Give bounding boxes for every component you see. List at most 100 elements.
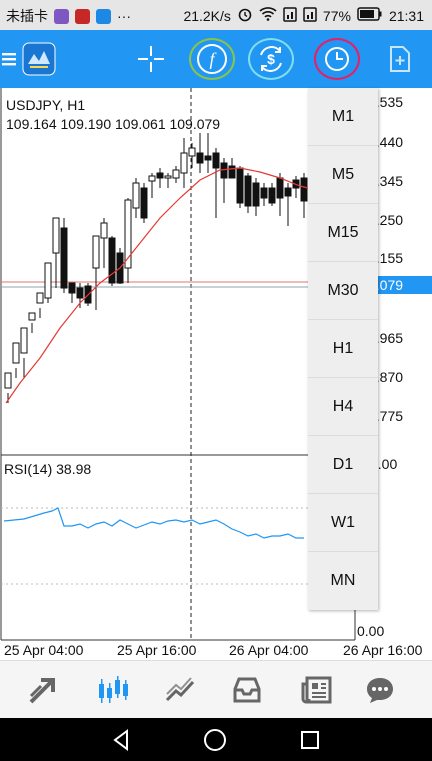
candle-body <box>100 222 108 239</box>
indicators-button[interactable]: f <box>184 30 240 88</box>
wifi-icon <box>259 7 277 24</box>
crosshair-icon <box>138 46 164 72</box>
candle-body <box>4 372 12 389</box>
bottom-tab-bar <box>0 660 432 718</box>
candle-body <box>44 262 52 299</box>
candle-body <box>68 282 76 294</box>
objects-button[interactable]: $ <box>243 30 299 88</box>
nav-recents-button[interactable] <box>295 726 325 754</box>
battery-percent-label: 77% <box>322 7 351 24</box>
moving-average-line <box>5 167 309 404</box>
timeframe-option-h4[interactable]: H4 <box>308 378 378 436</box>
candle-body <box>180 152 188 174</box>
candle-body <box>108 237 116 284</box>
inbox-icon <box>233 677 261 703</box>
nav-back-button[interactable] <box>106 726 136 754</box>
battery-icon <box>357 7 383 24</box>
candle-body <box>36 292 44 304</box>
candlestick-series <box>4 133 308 403</box>
candle-body <box>228 165 236 179</box>
app-notification-icon <box>75 8 90 24</box>
timeframe-button[interactable] <box>309 30 365 88</box>
app-notification-icon <box>96 8 111 24</box>
candle-body <box>140 187 148 219</box>
candle-body <box>148 175 156 182</box>
candle-body <box>220 162 228 179</box>
add-document-icon <box>390 46 410 72</box>
status-bar: 未插卡 ··· 21.2K/s 77% 21:31 <box>0 0 432 30</box>
timeframe-highlight <box>314 38 360 80</box>
time-axis-label: 25 Apr 04:00 <box>4 642 84 658</box>
back-icon <box>113 729 128 751</box>
objects-highlight <box>248 38 294 80</box>
more-notifications-label: ··· <box>117 8 131 24</box>
chart-toolbar: f $ <box>0 30 432 88</box>
candle-body <box>28 312 36 321</box>
network-speed-label: 21.2K/s <box>183 7 231 24</box>
candle-body <box>20 327 28 354</box>
ohlc-label: 109.164 109.190 109.061 109.079 <box>6 116 221 132</box>
app-notification-icon <box>54 8 69 24</box>
candle-body <box>236 167 244 204</box>
signal-icon <box>283 6 297 25</box>
time-axis-label: 26 Apr 16:00 <box>343 642 423 658</box>
tab-chart[interactable] <box>90 667 136 713</box>
candle-body <box>252 182 260 207</box>
candle-body <box>164 175 172 179</box>
timeframe-option-d1[interactable]: D1 <box>308 436 378 494</box>
history-chart-icon <box>165 677 195 702</box>
rsi-axis-label: 0.00 <box>357 623 384 639</box>
metatrader-logo-icon[interactable] <box>14 30 64 88</box>
candle-body <box>284 187 292 197</box>
menu-icon[interactable] <box>0 30 18 88</box>
timeframe-option-h1[interactable]: H1 <box>308 320 378 378</box>
system-nav-bar <box>0 718 432 761</box>
timeframe-option-m15[interactable]: M15 <box>308 204 378 262</box>
rsi-line <box>3 507 304 539</box>
symbol-label: USDJPY, H1 <box>6 97 86 113</box>
clock-time: 21:31 <box>388 7 424 24</box>
time-axis-label: 25 Apr 16:00 <box>117 642 197 658</box>
candle-body <box>156 172 164 179</box>
candle-body <box>12 342 20 364</box>
news-icon <box>301 676 332 704</box>
symbol-info: USDJPY, H1 109.164 109.190 109.061 109.0… <box>6 96 220 134</box>
timeframe-option-m30[interactable]: M30 <box>308 262 378 320</box>
recents-icon <box>301 731 319 749</box>
candle-body <box>300 177 308 202</box>
candle-body <box>212 152 220 169</box>
candle-body <box>244 175 252 207</box>
candle-body <box>124 199 132 269</box>
candle-body <box>204 155 212 161</box>
candle-body <box>76 287 84 299</box>
trade-arrow-icon <box>29 678 55 704</box>
tab-trade-history[interactable] <box>157 667 203 713</box>
candle-body <box>260 187 268 199</box>
tab-mailbox[interactable] <box>224 667 270 713</box>
timeframe-option-m1[interactable]: M1 <box>308 88 378 146</box>
carrier-label: 未插卡 <box>6 8 48 24</box>
alarm-icon <box>237 6 253 25</box>
crosshair-button[interactable] <box>123 30 179 88</box>
candle-body <box>172 169 180 179</box>
nav-home-button[interactable] <box>200 726 230 754</box>
timeframe-option-w1[interactable]: W1 <box>308 494 378 552</box>
chat-icon <box>367 678 393 703</box>
candle-body <box>52 217 60 254</box>
tab-news[interactable] <box>294 667 340 713</box>
rsi-indicator-label: RSI(14) 38.98 <box>4 461 91 477</box>
candle-body <box>132 182 140 209</box>
candle-body <box>92 235 100 269</box>
timeframe-menu: M1 M5 M15 M30 H1 H4 D1 W1 MN <box>308 88 378 610</box>
tab-chat[interactable] <box>357 667 403 713</box>
tab-trade[interactable] <box>20 667 66 713</box>
quotes-chart-icon <box>99 676 128 703</box>
timeframe-option-m5[interactable]: M5 <box>308 146 378 204</box>
candle-body <box>60 227 68 289</box>
candle-body <box>196 152 204 164</box>
candle-body <box>188 147 196 157</box>
timeframe-option-mn[interactable]: MN <box>330 572 356 589</box>
time-axis-label: 26 Apr 04:00 <box>229 642 309 658</box>
indicators-highlight <box>189 38 235 80</box>
new-order-button[interactable] <box>372 30 428 88</box>
